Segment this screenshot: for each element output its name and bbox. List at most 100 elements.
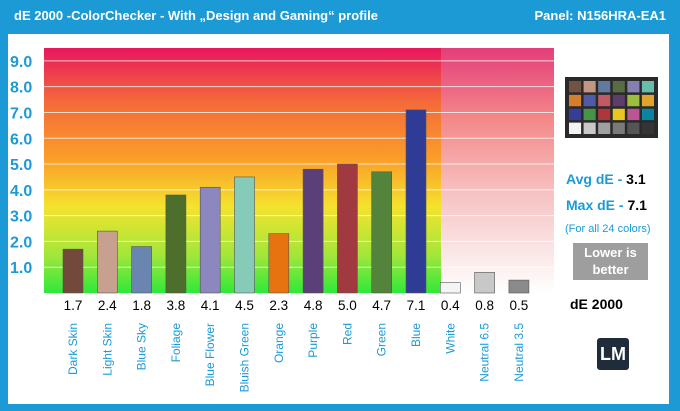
y-tick-label: 9.0: [10, 54, 32, 71]
value-label: 0.8: [475, 298, 494, 313]
max-de-label: Max dE -: [566, 197, 628, 213]
bar: [302, 168, 324, 294]
bar: [337, 163, 358, 294]
swatch-patch: [612, 122, 625, 134]
y-tick-label: 5.0: [10, 157, 32, 174]
x-tick-label: Blue Flower: [203, 323, 217, 386]
swatch-patch: [598, 122, 611, 134]
x-tick-label: Dark Skin: [66, 323, 80, 375]
y-tick-label: 1.0: [10, 260, 32, 277]
x-tick-label: Purple: [306, 323, 320, 358]
swatch-patch: [598, 108, 611, 121]
bar: [199, 186, 221, 294]
y-tick-label: 3.0: [10, 209, 32, 226]
panel-label: Panel: N156HRA-EA1: [534, 8, 667, 23]
plot-background: [44, 48, 554, 293]
swatch-patch: [569, 81, 582, 93]
swatch-patch: [598, 94, 611, 107]
x-tick-label: Foliage: [169, 323, 183, 363]
avg-de-label: Avg dE -: [566, 171, 627, 187]
x-tick-label: White: [443, 323, 457, 354]
swatch-patch: [569, 94, 582, 107]
bar: [439, 282, 461, 294]
metric-label: dE 2000: [570, 296, 623, 312]
x-tick-label: Orange: [272, 323, 286, 363]
value-label: 2.4: [98, 298, 117, 313]
swatch-patch: [641, 94, 654, 107]
y-tick-label: 4.0: [10, 183, 32, 200]
y-axis: 1.0 2.0 3.0 4.0 5.0 6.0 7.0 8.0 9.0: [10, 54, 32, 277]
x-tick-label: Blue Sky: [135, 323, 149, 370]
value-label: 0.4: [441, 298, 460, 313]
all-colors-note: (For all 24 colors): [565, 223, 651, 235]
bar: [268, 233, 290, 294]
y-tick-label: 6.0: [10, 131, 32, 148]
avg-de: Avg dE - 3.1: [566, 171, 646, 187]
chart-title: dE 2000 -ColorChecker - With „Design and…: [14, 8, 378, 23]
bar: [234, 176, 255, 294]
lm-logo-text: LM: [600, 344, 626, 364]
bar: [131, 246, 152, 294]
value-label: 0.5: [510, 298, 529, 313]
x-tick-label: Neutral 6.5: [478, 323, 492, 382]
x-tick-label: Green: [375, 323, 389, 356]
bar: [474, 272, 495, 294]
value-label: 7.1: [407, 298, 426, 313]
swatch-patch: [627, 81, 640, 93]
swatch-patch: [583, 122, 596, 134]
grid-lines: [44, 60, 554, 268]
bar-chart: 1.0 2.0 3.0 4.0 5.0 6.0 7.0 8.0 9.0 1.7 2.4 1.8 3.8…: [10, 48, 658, 393]
swatch-patch: [627, 108, 640, 121]
lm-logo: LM: [597, 338, 629, 370]
swatch-patch: [627, 94, 640, 107]
value-label: 1.8: [132, 298, 151, 313]
chart-area: 1.0 2.0 3.0 4.0 5.0 6.0 7.0 8.0 9.0 1.7 2.4 1.8 3.8…: [8, 34, 669, 404]
bar: [62, 248, 84, 294]
bar: [97, 230, 118, 294]
x-tick-label: Neutral 3.5: [512, 323, 526, 382]
bar: [405, 109, 427, 294]
max-de: Max dE - 7.1: [566, 197, 647, 213]
neutral-zone: [441, 48, 554, 293]
colorchecker-swatch: [565, 77, 658, 138]
value-labels: 1.7 2.4 1.8 3.8 4.1 4.5 2.3 4.8 5.0 4.7 7.1 0.4 0.8 0…: [64, 298, 529, 313]
value-label: 4.8: [304, 298, 323, 313]
swatch-patch: [612, 108, 625, 121]
x-axis-labels: Dark Skin Light Skin Blue Sky Foliage Blue F…: [66, 323, 526, 393]
x-tick-label: Blue: [409, 323, 423, 347]
value-label: 4.1: [201, 298, 220, 313]
value-label: 4.7: [372, 298, 391, 313]
lower-line-2: better: [592, 262, 629, 277]
bar: [508, 279, 530, 294]
y-tick-label: 8.0: [10, 80, 32, 97]
swatch-patch: [627, 122, 640, 134]
swatch-patch: [583, 94, 596, 107]
y-tick-label: 2.0: [10, 234, 32, 251]
x-tick-label: Red: [340, 323, 354, 345]
swatch-patch: [612, 94, 625, 107]
x-tick-label: Bluish Green: [238, 323, 252, 392]
swatch-patch: [569, 108, 582, 121]
lower-is-better-box: Lower is better: [573, 243, 648, 280]
value-label: 1.7: [64, 298, 83, 313]
bar: [165, 194, 187, 294]
x-tick-label: Light Skin: [100, 323, 114, 376]
swatch-patch: [598, 81, 611, 93]
swatch-patch: [569, 122, 582, 134]
y-tick-label: 7.0: [10, 105, 32, 122]
value-label: 5.0: [338, 298, 357, 313]
swatch-patch: [641, 108, 654, 121]
swatch-patch: [641, 81, 654, 93]
bars: [62, 109, 530, 294]
max-de-value: 7.1: [627, 197, 647, 213]
swatch-patch: [641, 122, 654, 134]
value-label: 2.3: [269, 298, 288, 313]
lower-line-1: Lower is: [584, 245, 637, 260]
avg-de-value: 3.1: [626, 171, 646, 187]
swatch-patch: [583, 108, 596, 121]
value-label: 4.5: [235, 298, 254, 313]
value-label: 3.8: [167, 298, 186, 313]
swatch-patch: [612, 81, 625, 93]
bar: [371, 171, 393, 294]
